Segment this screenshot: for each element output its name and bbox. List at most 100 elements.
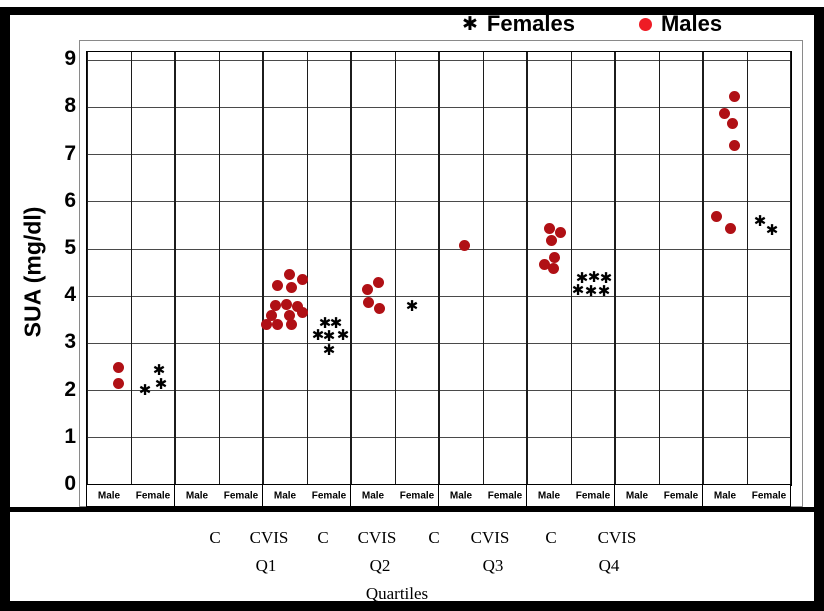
panel-divider (263, 52, 351, 485)
y-tick-label: 3 (64, 330, 76, 354)
male-data-point (265, 309, 277, 321)
male-data-point (283, 309, 295, 321)
column-divider (307, 52, 308, 485)
panel-divider (615, 52, 703, 485)
male-data-point (260, 319, 272, 331)
chart-bottom-divider (9, 507, 815, 512)
panel-divider (527, 52, 615, 485)
column-divider (659, 52, 660, 485)
sex-label-cell: Male Female (438, 484, 527, 507)
quartile-label: Q4 (598, 556, 620, 575)
sex-label: Male (449, 490, 473, 501)
female-data-point: ✱ (587, 267, 601, 286)
y-tick-label: 8 (64, 94, 76, 118)
male-data-point (285, 281, 297, 293)
male-data-point (373, 303, 385, 315)
female-data-point: ✱ (318, 314, 332, 333)
male-data-point (271, 319, 283, 331)
sex-label: Female (663, 490, 699, 501)
male-data-point (538, 258, 550, 270)
female-data-point: ✱ (765, 221, 779, 240)
cohort-label: C (545, 528, 557, 547)
male-data-point (362, 297, 374, 309)
sex-label: Male (713, 490, 737, 501)
female-data-point: ✱ (336, 326, 350, 345)
sex-label: Male (361, 490, 385, 501)
sex-label-cell: Male Female (702, 484, 791, 507)
sex-label-cell: Male Female (86, 484, 175, 507)
cohort-label: CVIS (597, 528, 637, 547)
sex-label-cell: Male Female (350, 484, 439, 507)
sex-label: Male (185, 490, 209, 501)
sex-label: Female (399, 490, 435, 501)
legend-males-label: Males (660, 11, 723, 36)
cohort-label: C (209, 528, 221, 547)
sex-label: Male (273, 490, 297, 501)
male-data-point (458, 239, 470, 251)
female-data-point: ✱ (575, 269, 589, 288)
male-data-point (285, 319, 297, 331)
male-data-point (112, 377, 124, 389)
cohort-label: C (317, 528, 329, 547)
legend: ✱ Females Males (462, 11, 722, 37)
male-data-point (372, 277, 384, 289)
male-data-point (728, 139, 740, 151)
female-data-point: ✱ (405, 297, 419, 316)
legend-item-males: Males (638, 11, 723, 37)
female-data-point: ✱ (152, 360, 166, 379)
cohort-label: CVIS (249, 528, 289, 547)
female-data-point: ✱ (154, 375, 168, 394)
male-data-point (547, 263, 559, 275)
male-data-point (726, 118, 738, 130)
female-data-point: ✱ (311, 326, 325, 345)
legend-females-label: Females (486, 11, 575, 36)
y-tick-label: 7 (64, 141, 76, 165)
y-tick-label: 6 (64, 188, 76, 212)
sex-label: Male (97, 490, 121, 501)
column-divider (571, 52, 572, 485)
male-data-point (718, 107, 730, 119)
male-data-point (291, 300, 303, 312)
asterisk-icon: ✱ (462, 12, 478, 35)
column-divider (219, 52, 220, 485)
sex-label: Female (487, 490, 523, 501)
sex-label-cell: Male Female (526, 484, 615, 507)
male-data-point (710, 211, 722, 223)
y-tick-label: 4 (64, 283, 76, 307)
male-data-point (271, 280, 283, 292)
female-data-point: ✱ (599, 269, 613, 288)
male-data-point (296, 306, 308, 318)
male-data-point (543, 222, 555, 234)
red-dot-icon (638, 17, 652, 31)
sex-label: Female (311, 490, 347, 501)
y-tick-label: 0 (64, 472, 76, 495)
y-tick-label: 9 (64, 47, 76, 71)
male-data-point (728, 90, 740, 102)
sex-label-cell: Male Female (614, 484, 703, 507)
column-divider (131, 52, 132, 485)
sex-label: Female (135, 490, 171, 501)
sex-label: Female (223, 490, 259, 501)
column-divider (395, 52, 396, 485)
female-data-point: ✱ (571, 281, 585, 300)
sex-label: Male (537, 490, 561, 501)
sex-label-cell: Male Female (174, 484, 263, 507)
column-divider (483, 52, 484, 485)
female-data-point: ✱ (329, 314, 343, 333)
panel-divider (439, 52, 527, 485)
sex-label: Female (575, 490, 611, 501)
sex-label: Male (625, 490, 649, 501)
male-data-point (112, 362, 124, 374)
male-data-point (545, 234, 557, 246)
x-axis-title: Quartiles (365, 584, 429, 603)
panel-divider (703, 52, 791, 485)
female-data-point: ✱ (597, 282, 611, 301)
male-data-point (296, 273, 308, 285)
cohort-label: C (428, 528, 440, 547)
panel-divider (175, 52, 263, 485)
male-data-point (269, 299, 281, 311)
male-data-point (724, 222, 736, 234)
cohort-label: CVIS (357, 528, 397, 547)
sex-label-cell: Male Female (262, 484, 351, 507)
